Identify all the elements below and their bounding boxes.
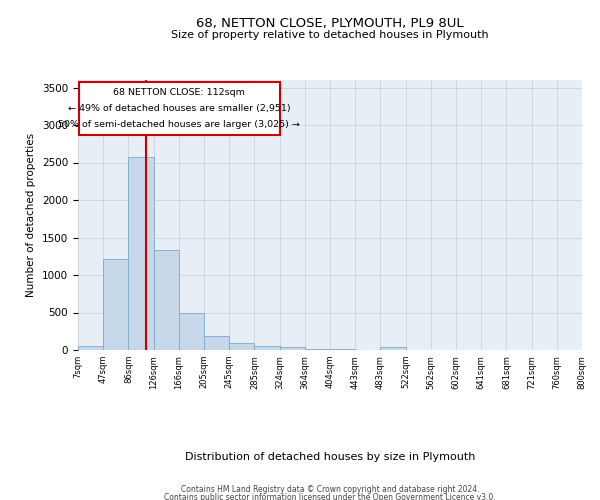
Bar bbox=[229, 342, 254, 350]
Bar bbox=[78, 346, 103, 350]
Bar bbox=[128, 156, 154, 350]
Y-axis label: Number of detached properties: Number of detached properties bbox=[26, 133, 37, 297]
Text: Contains HM Land Registry data © Crown copyright and database right 2024.: Contains HM Land Registry data © Crown c… bbox=[181, 484, 479, 494]
Bar bbox=[154, 250, 179, 350]
Text: 68 NETTON CLOSE: 112sqm: 68 NETTON CLOSE: 112sqm bbox=[113, 88, 245, 97]
Bar bbox=[280, 347, 305, 350]
Bar bbox=[179, 312, 204, 350]
Text: ← 49% of detached houses are smaller (2,951): ← 49% of detached houses are smaller (2,… bbox=[68, 104, 290, 113]
FancyBboxPatch shape bbox=[79, 82, 280, 134]
Text: Contains public sector information licensed under the Open Government Licence v3: Contains public sector information licen… bbox=[164, 492, 496, 500]
Text: Distribution of detached houses by size in Plymouth: Distribution of detached houses by size … bbox=[185, 452, 475, 462]
Bar bbox=[103, 258, 128, 350]
Bar bbox=[204, 336, 229, 350]
Text: Size of property relative to detached houses in Plymouth: Size of property relative to detached ho… bbox=[171, 30, 489, 40]
Bar bbox=[380, 348, 406, 350]
Text: 50% of semi-detached houses are larger (3,025) →: 50% of semi-detached houses are larger (… bbox=[58, 120, 300, 128]
Text: 68, NETTON CLOSE, PLYMOUTH, PL9 8UL: 68, NETTON CLOSE, PLYMOUTH, PL9 8UL bbox=[196, 18, 464, 30]
Bar bbox=[305, 348, 330, 350]
Bar bbox=[254, 346, 280, 350]
